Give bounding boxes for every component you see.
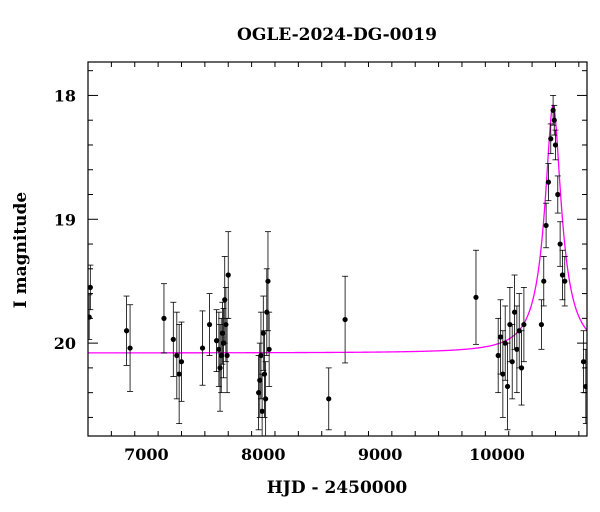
data-point xyxy=(176,371,182,377)
data-point xyxy=(552,142,559,148)
data-point xyxy=(213,338,220,344)
data-point xyxy=(473,294,479,300)
x-tick-label: 7000 xyxy=(124,445,169,464)
data-point xyxy=(88,284,93,290)
data-point xyxy=(518,365,525,371)
data-point xyxy=(161,315,167,321)
x-tick-label: 10000 xyxy=(469,445,525,464)
data-point xyxy=(260,330,266,336)
data-point xyxy=(538,321,545,328)
y-tick-label: 19 xyxy=(54,210,76,229)
data-point xyxy=(557,241,563,247)
data-point xyxy=(559,272,566,278)
data-point xyxy=(224,352,230,359)
x-axis-label: HJD - 2450000 xyxy=(267,478,408,498)
data-point xyxy=(217,365,223,371)
data-point xyxy=(555,191,561,198)
data-point xyxy=(550,107,556,113)
data-point xyxy=(545,179,552,185)
data-point xyxy=(263,396,269,402)
data-point xyxy=(495,352,501,359)
data-point xyxy=(326,396,332,402)
data-point xyxy=(509,359,515,365)
plot-area xyxy=(88,95,587,436)
data-point xyxy=(257,377,263,383)
data-point xyxy=(88,314,92,320)
data-point xyxy=(342,316,348,323)
data-point xyxy=(127,345,133,351)
data-point xyxy=(206,321,213,328)
data-point xyxy=(265,278,271,284)
data-point xyxy=(259,408,265,414)
data-point xyxy=(504,383,511,390)
data-point xyxy=(216,346,222,352)
data-point xyxy=(514,346,520,352)
x-tick-label: 8000 xyxy=(241,445,286,464)
data-point xyxy=(225,272,231,278)
data-point xyxy=(497,334,504,340)
data-point xyxy=(521,321,527,328)
axis-ticks: 7000 8000 9000 10000 18 19 20 xyxy=(54,62,587,464)
y-tick-label: 18 xyxy=(54,86,76,105)
data-point xyxy=(551,117,557,123)
data-point xyxy=(261,371,268,377)
data-point xyxy=(258,352,264,359)
data-point xyxy=(178,359,185,365)
data-point xyxy=(500,371,506,377)
chart-title: OGLE-2024-DG-0019 xyxy=(237,25,437,45)
data-point xyxy=(266,346,272,352)
model-curve xyxy=(88,104,587,354)
data-point xyxy=(548,136,554,142)
data-point xyxy=(218,352,224,359)
data-point xyxy=(219,330,225,336)
data-point xyxy=(583,383,587,390)
data-point xyxy=(543,222,549,229)
data-point xyxy=(541,278,547,284)
data-point xyxy=(199,345,206,351)
data-point xyxy=(123,328,130,334)
plot-frame xyxy=(87,61,588,437)
x-tick-label: 9000 xyxy=(358,445,403,464)
data-point xyxy=(511,309,518,315)
data-point xyxy=(222,297,228,303)
data-point xyxy=(174,352,180,359)
data-point xyxy=(562,278,568,284)
y-tick-label: 20 xyxy=(54,334,76,353)
data-point xyxy=(256,390,262,396)
data-point xyxy=(170,336,176,343)
data-point xyxy=(223,321,229,328)
data-point xyxy=(580,359,587,365)
y-axis-label: I magnitude xyxy=(11,192,31,309)
